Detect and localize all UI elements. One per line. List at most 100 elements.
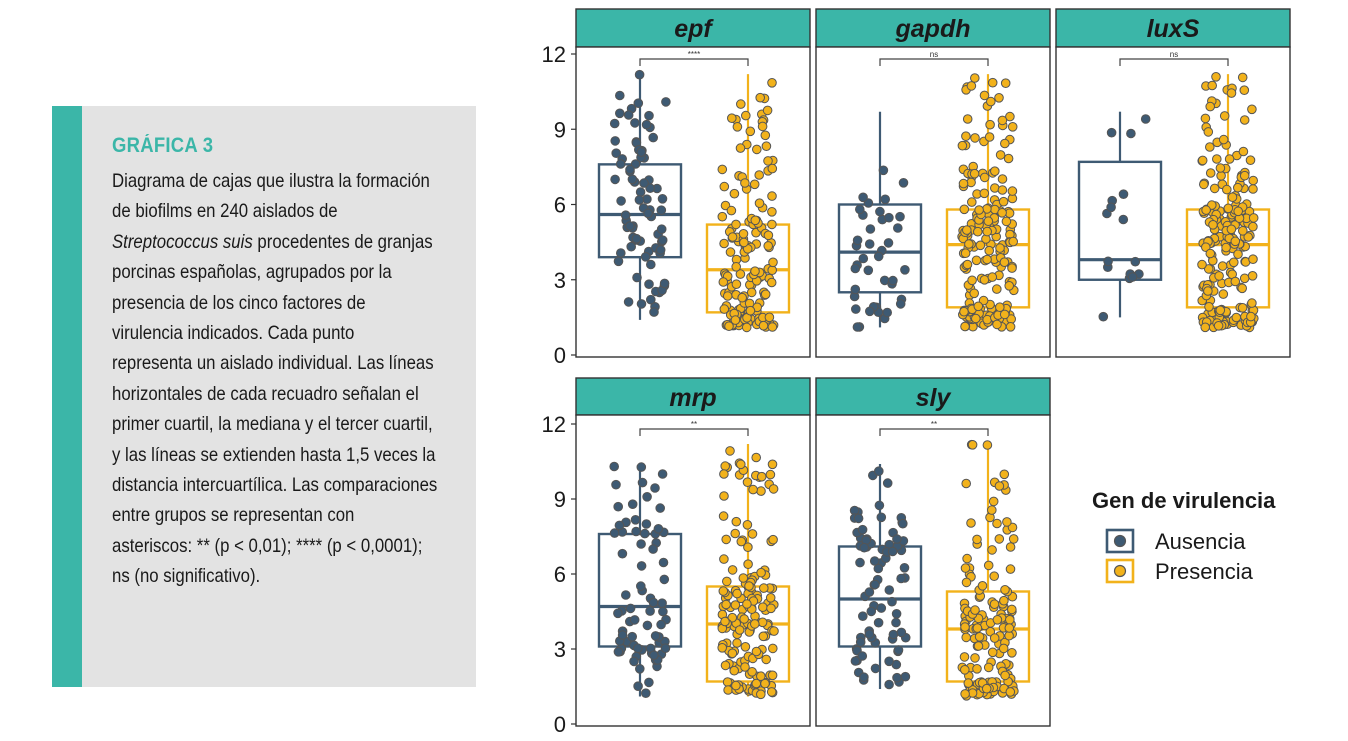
data-point — [736, 536, 747, 547]
data-point — [1000, 670, 1010, 681]
data-point — [892, 534, 902, 544]
data-point — [653, 524, 664, 534]
data-point — [1205, 101, 1215, 112]
data-point — [660, 643, 671, 654]
data-point — [855, 204, 865, 215]
data-point — [1007, 604, 1017, 615]
data-point — [992, 615, 1003, 625]
data-point — [975, 240, 986, 251]
data-point — [1002, 517, 1012, 527]
data-point — [656, 619, 666, 630]
data-point — [730, 528, 741, 539]
data-point — [1233, 206, 1243, 217]
data-point — [763, 230, 774, 241]
data-point — [1126, 128, 1136, 139]
data-point — [1208, 220, 1218, 230]
data-point — [858, 253, 869, 264]
data-point — [635, 187, 646, 197]
data-point — [611, 148, 622, 158]
data-point — [855, 557, 865, 568]
data-point — [970, 73, 980, 83]
data-point — [1248, 213, 1259, 223]
data-point — [1140, 114, 1151, 124]
data-point — [1237, 283, 1247, 294]
data-point — [639, 178, 649, 188]
data-point — [736, 459, 746, 470]
data-point — [857, 651, 868, 661]
data-point — [958, 178, 969, 189]
data-point — [973, 641, 984, 651]
box-gapdh-ausencia — [837, 203, 923, 294]
data-point — [747, 667, 757, 677]
data-point — [634, 69, 645, 80]
panel-gapdh: gapdh ns — [815, 8, 1051, 358]
data-point — [1221, 242, 1231, 253]
data-point — [961, 632, 972, 643]
data-point — [613, 608, 623, 619]
data-point — [967, 440, 978, 450]
data-point — [1233, 249, 1243, 259]
significance-bracket-luxS — [1119, 58, 1229, 66]
data-point — [629, 656, 639, 667]
data-point — [895, 211, 905, 222]
data-point — [1200, 322, 1210, 333]
data-point — [983, 216, 994, 226]
data-point — [961, 478, 972, 489]
data-point — [1004, 281, 1015, 291]
data-point — [720, 616, 730, 627]
data-point — [1118, 214, 1129, 225]
data-point — [858, 611, 868, 622]
data-point — [724, 321, 734, 332]
data-point — [1005, 615, 1015, 625]
data-point — [633, 681, 643, 692]
data-point — [719, 554, 729, 564]
significance-bracket-sly — [879, 428, 989, 436]
data-point — [636, 561, 647, 571]
legend-label-presencia: Presencia — [1155, 559, 1254, 584]
data-point — [1215, 305, 1226, 316]
data-point — [997, 208, 1007, 218]
data-point — [896, 573, 906, 584]
data-point — [648, 597, 659, 608]
data-point — [997, 185, 1008, 195]
data-point — [887, 546, 898, 557]
data-point — [960, 689, 970, 699]
data-point — [722, 291, 733, 301]
data-point — [870, 663, 881, 674]
data-point — [983, 560, 994, 571]
data-point — [873, 617, 884, 628]
plot-area-epf — [575, 46, 811, 358]
strip-label-mrp: mrp — [669, 384, 716, 412]
data-point — [979, 188, 990, 199]
data-point — [1007, 263, 1017, 273]
data-point — [992, 284, 1002, 294]
data-point — [970, 653, 980, 663]
data-point — [722, 576, 732, 587]
data-point — [1239, 85, 1250, 95]
data-point — [627, 631, 638, 642]
data-point — [1008, 236, 1019, 247]
data-point — [888, 275, 898, 286]
data-point — [1005, 687, 1016, 697]
data-point — [1007, 122, 1018, 132]
significance-label-gapdh: ns — [930, 50, 938, 59]
data-point — [718, 586, 729, 596]
data-point — [611, 479, 621, 490]
caption-text: Diagrama de cajas que ilustra la formaci… — [112, 166, 439, 592]
data-point — [743, 559, 753, 570]
strip-epf — [575, 8, 811, 48]
data-point — [727, 565, 738, 575]
data-point — [858, 192, 868, 203]
data-point — [969, 168, 980, 179]
data-point — [997, 115, 1008, 126]
data-point — [729, 188, 740, 199]
data-point — [646, 259, 656, 270]
data-point — [874, 500, 885, 511]
data-point — [738, 573, 749, 583]
data-point — [727, 113, 737, 123]
data-point — [637, 477, 648, 488]
data-point — [767, 265, 778, 276]
data-point — [1106, 202, 1116, 213]
data-point — [1215, 163, 1226, 173]
data-point — [972, 534, 982, 545]
